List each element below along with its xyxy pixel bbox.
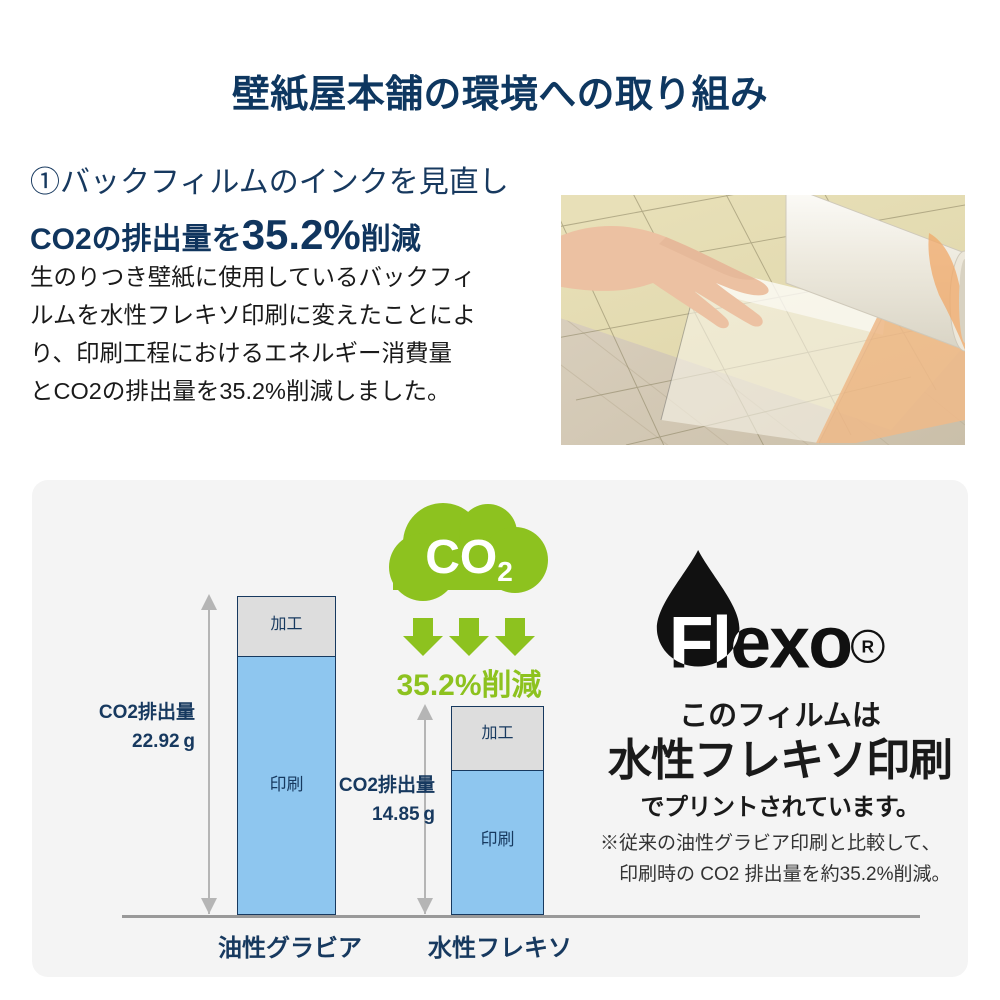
svg-text:R: R [862, 637, 875, 657]
